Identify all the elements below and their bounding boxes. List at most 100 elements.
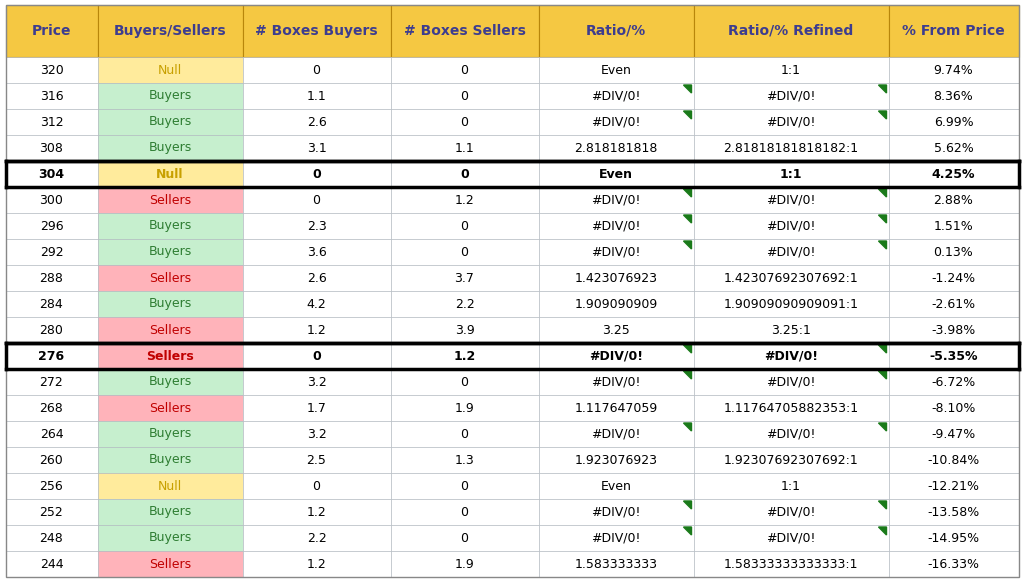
Bar: [693, 551, 889, 577]
Text: 1.583333333: 1.583333333: [574, 558, 657, 571]
Bar: [889, 395, 1019, 421]
Text: 2.3: 2.3: [306, 220, 327, 232]
Text: 312: 312: [40, 116, 63, 129]
Text: Even: Even: [600, 480, 632, 492]
Bar: [693, 161, 889, 187]
Bar: [5, 239, 97, 265]
Bar: [97, 343, 243, 369]
Bar: [390, 213, 539, 239]
Bar: [539, 317, 693, 343]
Text: 304: 304: [39, 167, 65, 180]
Bar: [889, 135, 1019, 161]
Bar: [693, 265, 889, 291]
Bar: [693, 187, 889, 213]
Bar: [693, 421, 889, 447]
Bar: [693, 369, 889, 395]
Text: 1:1: 1:1: [781, 480, 801, 492]
Bar: [390, 317, 539, 343]
Bar: [889, 187, 1019, 213]
Bar: [243, 265, 390, 291]
Bar: [243, 447, 390, 473]
Text: 4.2: 4.2: [306, 298, 327, 311]
Bar: [889, 57, 1019, 83]
Bar: [390, 395, 539, 421]
Text: -16.33%: -16.33%: [928, 558, 980, 571]
Bar: [889, 317, 1019, 343]
Text: 1:1: 1:1: [781, 63, 801, 76]
Bar: [5, 83, 97, 109]
Text: Buyers: Buyers: [148, 454, 191, 467]
Polygon shape: [683, 345, 691, 353]
Bar: [97, 5, 243, 57]
Bar: [693, 525, 889, 551]
Text: #DIV/0!: #DIV/0!: [591, 531, 641, 545]
Bar: [97, 525, 243, 551]
Text: 3.2: 3.2: [306, 427, 327, 440]
Text: 1.2: 1.2: [306, 558, 327, 571]
Bar: [97, 499, 243, 525]
Text: Buyers: Buyers: [148, 376, 191, 389]
Text: #DIV/0!: #DIV/0!: [591, 89, 641, 103]
Text: 0: 0: [461, 505, 469, 518]
Polygon shape: [683, 371, 691, 379]
Bar: [889, 369, 1019, 395]
Text: #DIV/0!: #DIV/0!: [591, 194, 641, 207]
Text: 2.88%: 2.88%: [934, 194, 974, 207]
Text: 0: 0: [312, 349, 321, 363]
Bar: [889, 213, 1019, 239]
Bar: [539, 135, 693, 161]
Text: 0.13%: 0.13%: [934, 245, 974, 258]
Bar: [390, 83, 539, 109]
Text: 9.74%: 9.74%: [934, 63, 974, 76]
Bar: [889, 343, 1019, 369]
Polygon shape: [879, 111, 887, 119]
Bar: [539, 447, 693, 473]
Bar: [5, 525, 97, 551]
Text: 276: 276: [39, 349, 65, 363]
Bar: [693, 83, 889, 109]
Text: Buyers/Sellers: Buyers/Sellers: [114, 24, 226, 38]
Bar: [390, 109, 539, 135]
Text: 2.5: 2.5: [306, 454, 327, 467]
Text: 260: 260: [40, 454, 63, 467]
Text: 1.117647059: 1.117647059: [574, 402, 657, 414]
Bar: [390, 187, 539, 213]
Bar: [539, 551, 693, 577]
Text: 244: 244: [40, 558, 63, 571]
Text: -2.61%: -2.61%: [932, 298, 976, 311]
Bar: [5, 187, 97, 213]
Text: 1.9: 1.9: [455, 558, 474, 571]
Bar: [889, 499, 1019, 525]
Polygon shape: [683, 423, 691, 431]
Text: 8.36%: 8.36%: [934, 89, 974, 103]
Bar: [693, 213, 889, 239]
Bar: [5, 57, 97, 83]
Text: 1.423076923: 1.423076923: [574, 272, 657, 285]
Text: Buyers: Buyers: [148, 427, 191, 440]
Text: 1:1: 1:1: [779, 167, 802, 180]
Bar: [889, 109, 1019, 135]
Bar: [5, 369, 97, 395]
Text: Sellers: Sellers: [148, 272, 191, 285]
Bar: [390, 369, 539, 395]
Text: 1.2: 1.2: [306, 323, 327, 336]
Bar: [243, 291, 390, 317]
Text: 1.58333333333333:1: 1.58333333333333:1: [724, 558, 858, 571]
Text: 268: 268: [40, 402, 63, 414]
Bar: [889, 551, 1019, 577]
Text: 300: 300: [40, 194, 63, 207]
Bar: [693, 135, 889, 161]
Bar: [97, 83, 243, 109]
Bar: [889, 447, 1019, 473]
Text: 296: 296: [40, 220, 63, 232]
Bar: [97, 421, 243, 447]
Text: 292: 292: [40, 245, 63, 258]
Bar: [5, 551, 97, 577]
Bar: [539, 291, 693, 317]
Bar: [539, 161, 693, 187]
Text: Buyers: Buyers: [148, 298, 191, 311]
Bar: [5, 473, 97, 499]
Bar: [390, 135, 539, 161]
Bar: [5, 161, 97, 187]
Bar: [97, 239, 243, 265]
